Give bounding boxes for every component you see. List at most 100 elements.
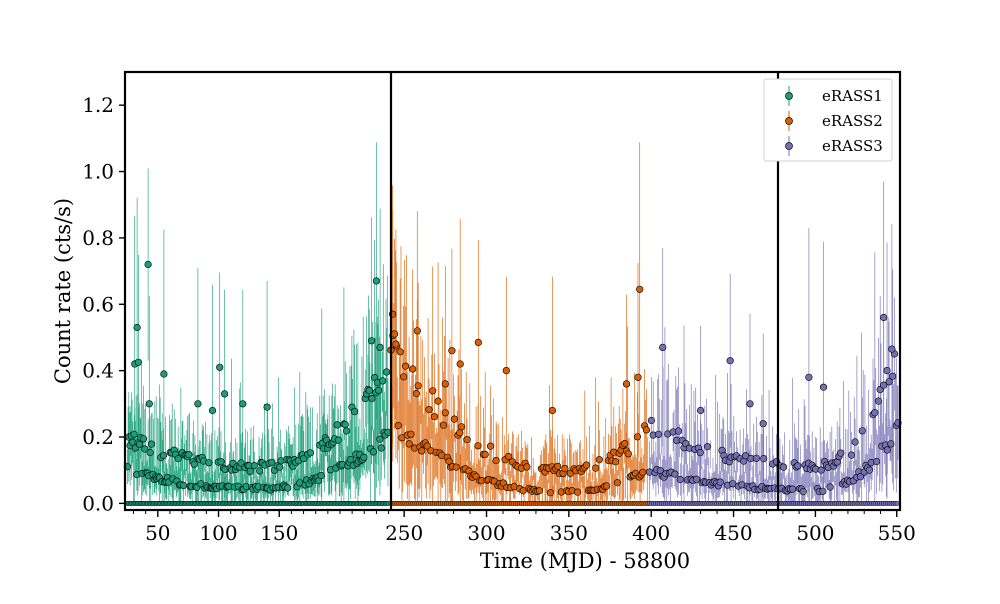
error-bars-layer bbox=[127, 142, 899, 504]
data-point-erass1-92 bbox=[185, 451, 193, 459]
legend-marker-erass2 bbox=[785, 117, 793, 125]
y-tick-label: 1.0 bbox=[82, 160, 114, 184]
data-point-erass3-28 bbox=[671, 470, 679, 478]
x-tick-label: 300 bbox=[467, 521, 505, 545]
data-point-erass1-391 bbox=[144, 260, 152, 269]
legend-marker-erass3 bbox=[785, 142, 793, 150]
legend-marker-erass1 bbox=[785, 92, 793, 100]
legend-label-erass2: eRASS2 bbox=[822, 112, 883, 130]
data-point-erass3-32 bbox=[674, 427, 683, 435]
zero-count-points-layer bbox=[124, 500, 900, 506]
data-point-erass2-206 bbox=[573, 488, 582, 496]
data-point-erass1-26 bbox=[141, 445, 149, 453]
data-point-erass1-405 bbox=[263, 403, 271, 411]
data-point-erass1-140 bbox=[217, 458, 225, 466]
data-point-erass1-402 bbox=[368, 337, 376, 345]
data-point-erass2-230 bbox=[595, 456, 603, 464]
data-point-erass3-268 bbox=[887, 440, 895, 448]
data-point-erass1-388 bbox=[383, 368, 391, 376]
data-point-erass3-192 bbox=[819, 487, 827, 495]
data-point-erass1-380 bbox=[377, 444, 385, 452]
data-point-erass1-392 bbox=[133, 323, 141, 332]
zero-point-erass3 bbox=[894, 500, 900, 506]
data-point-erass1-274 bbox=[306, 449, 315, 457]
y-tick-label: 0.0 bbox=[82, 491, 114, 515]
legend-label-erass1: eRASS1 bbox=[822, 87, 883, 105]
data-point-erass2-293 bbox=[622, 380, 631, 388]
data-point-erass3-260 bbox=[880, 381, 888, 389]
y-tick-label: 0.4 bbox=[82, 359, 114, 383]
data-point-erass1-216 bbox=[268, 458, 276, 467]
data-point-erass2-20 bbox=[405, 440, 413, 448]
data-point-erass2-84 bbox=[463, 436, 471, 444]
x-tick-label: 500 bbox=[796, 521, 834, 545]
data-point-erass2-60 bbox=[441, 409, 449, 417]
data-point-erass1-240 bbox=[284, 484, 292, 492]
data-point-erass2-46 bbox=[429, 387, 437, 395]
x-tick-label: 50 bbox=[145, 521, 170, 545]
data-point-erass3-10 bbox=[654, 430, 663, 438]
data-point-erass2-164 bbox=[535, 487, 544, 495]
data-point-erass3-278 bbox=[726, 357, 734, 365]
data-point-erass1-398 bbox=[216, 363, 224, 371]
data-point-erass2-48 bbox=[430, 413, 439, 421]
data-point-erass3-78 bbox=[716, 478, 724, 486]
data-point-erass2-78 bbox=[458, 423, 466, 431]
data-point-erass2-70 bbox=[450, 415, 459, 423]
data-point-erass1-399 bbox=[221, 390, 229, 398]
data-point-erass3-212 bbox=[837, 449, 845, 457]
data-point-erass2-4 bbox=[391, 330, 399, 338]
data-point-erass2-238 bbox=[602, 482, 611, 490]
data-point-erass1-264 bbox=[300, 455, 308, 463]
data-point-erass3-148 bbox=[779, 463, 788, 471]
data-point-erass1-382 bbox=[379, 377, 387, 385]
data-point-erass2-176 bbox=[546, 489, 555, 497]
data-point-erass3-158 bbox=[788, 485, 797, 493]
data-point-erass1-395 bbox=[145, 400, 153, 408]
data-point-erass2-250 bbox=[613, 479, 622, 487]
y-tick-label: 1.2 bbox=[82, 93, 114, 117]
data-point-erass3-164 bbox=[794, 462, 802, 470]
legend-entry-erass3: eRASS3 bbox=[785, 136, 883, 156]
x-tick-label: 350 bbox=[550, 521, 588, 545]
data-point-erass1-403 bbox=[376, 343, 384, 352]
data-point-erass1-378 bbox=[376, 435, 384, 443]
data-point-erass3-52 bbox=[692, 475, 701, 483]
data-point-erass3-126 bbox=[760, 455, 768, 463]
data-point-erass3-224 bbox=[847, 451, 856, 459]
x-tick-label: 250 bbox=[385, 521, 423, 545]
data-point-erass2-278 bbox=[639, 468, 647, 477]
data-point-erass2-72 bbox=[452, 463, 460, 471]
data-point-erass2-262 bbox=[624, 450, 632, 458]
data-point-erass2-10 bbox=[396, 348, 404, 356]
data-point-erass2-28 bbox=[412, 390, 421, 398]
data-point-erass2-226 bbox=[592, 464, 600, 472]
data-point-erass1-316 bbox=[334, 436, 343, 444]
x-tick-label: 150 bbox=[260, 521, 298, 545]
data-point-erass3-264 bbox=[883, 446, 891, 454]
data-point-erass1-340 bbox=[351, 408, 359, 416]
legend-label-erass3: eRASS3 bbox=[822, 137, 883, 155]
data-point-erass3-64 bbox=[703, 443, 712, 451]
data-point-erass1-24 bbox=[139, 435, 148, 443]
data-point-erass2-286 bbox=[413, 327, 421, 335]
data-point-erass1-334 bbox=[347, 456, 355, 464]
data-point-erass1-190 bbox=[250, 462, 258, 470]
data-point-erass3-236 bbox=[858, 427, 866, 435]
data-point-erass3-282 bbox=[880, 313, 888, 322]
data-point-erass3-34 bbox=[676, 475, 684, 484]
data-point-erass2-192 bbox=[561, 465, 569, 473]
data-point-erass1-362 bbox=[365, 387, 373, 395]
data-point-erass3-190 bbox=[817, 466, 825, 474]
data-point-erass3-270 bbox=[889, 372, 897, 380]
data-point-erass1-354 bbox=[360, 453, 368, 462]
y-tick-label: 0.8 bbox=[82, 226, 114, 250]
data-point-erass3-118 bbox=[752, 454, 761, 462]
data-point-erass2-58 bbox=[439, 421, 448, 429]
x-tick-label: 550 bbox=[878, 521, 916, 545]
data-point-erass3-286 bbox=[746, 400, 754, 408]
legend-entry-erass2: eRASS2 bbox=[785, 111, 883, 131]
data-point-erass3-266 bbox=[885, 378, 893, 386]
data-point-erass3-277 bbox=[659, 343, 667, 352]
